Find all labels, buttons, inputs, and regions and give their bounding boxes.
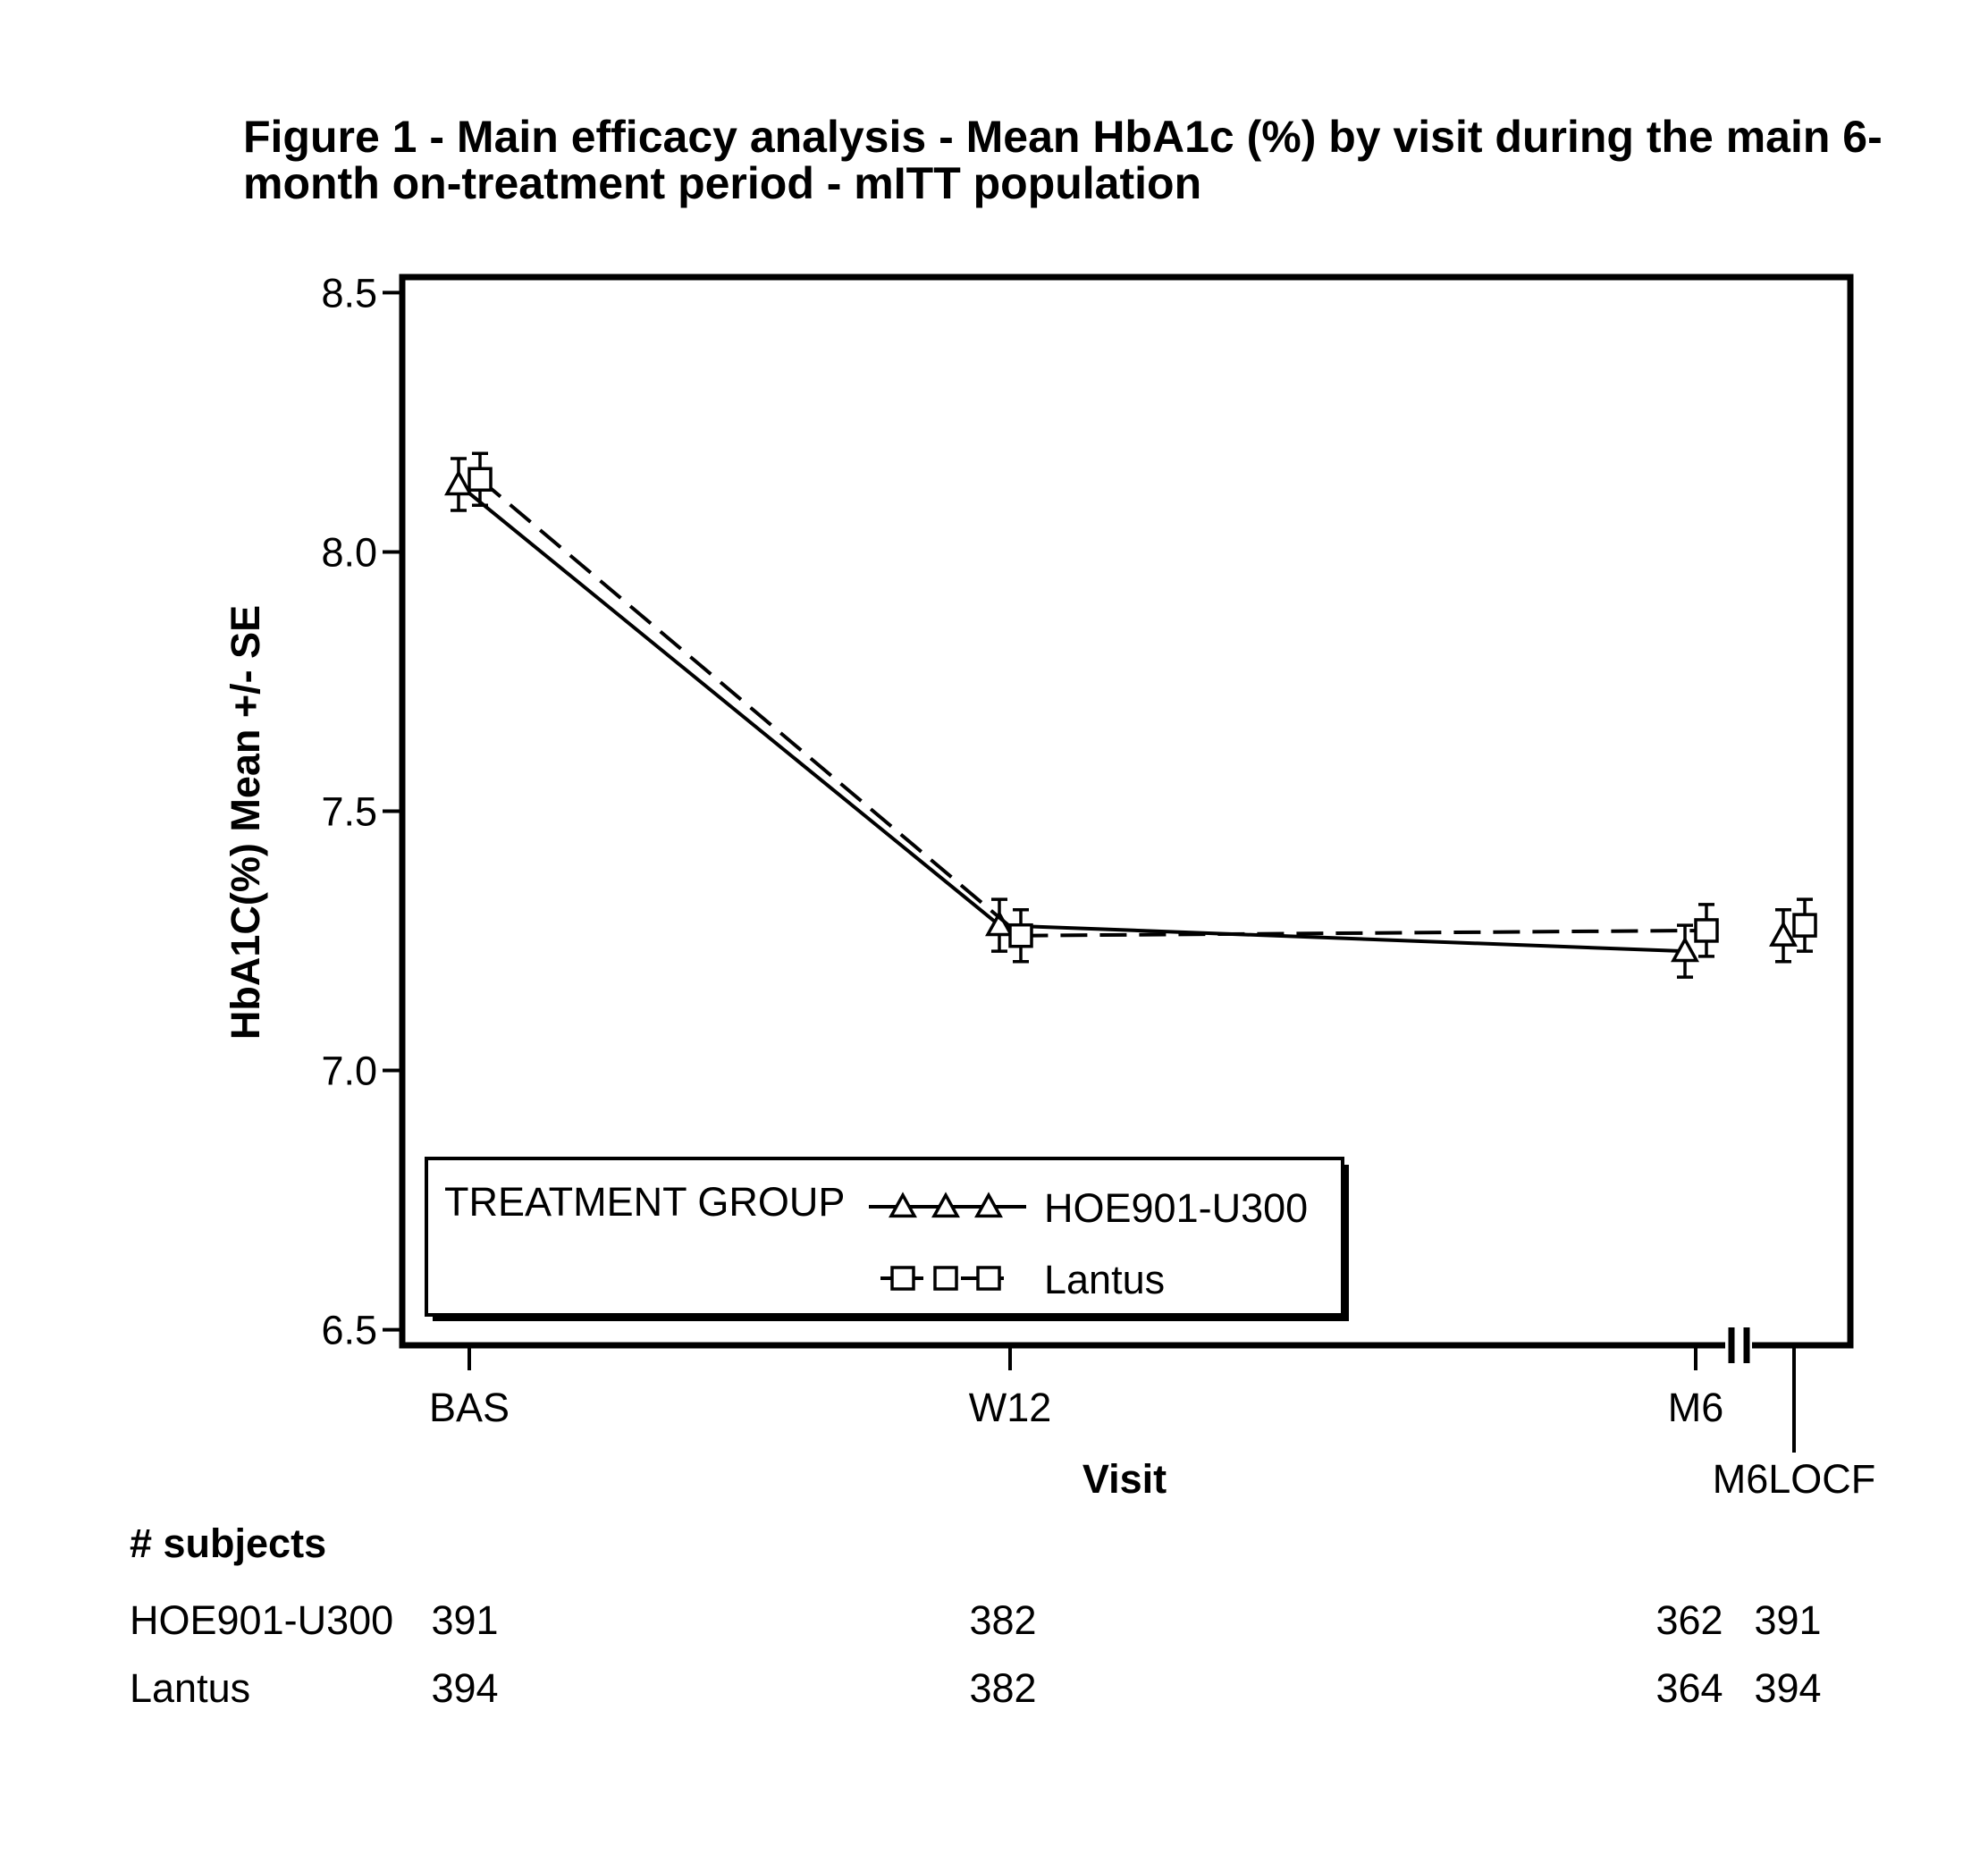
data-point bbox=[1772, 924, 1795, 945]
series-lantus bbox=[469, 453, 1815, 961]
subjects-count: 394 bbox=[431, 1665, 498, 1711]
y-tick-label: 7.5 bbox=[321, 789, 377, 835]
x-tick-label: BAS bbox=[429, 1385, 510, 1430]
x-tick-label: W12 bbox=[969, 1385, 1052, 1430]
subjects-count: 382 bbox=[969, 1665, 1036, 1711]
data-point bbox=[1794, 914, 1815, 936]
series-line bbox=[459, 484, 1685, 951]
x-axis-label: Visit bbox=[1082, 1456, 1167, 1502]
x-tick-label: M6LOCF bbox=[1713, 1456, 1876, 1502]
subjects-table-heading: # subjects bbox=[130, 1520, 326, 1566]
chart-title-line2: month on-treatment period - mITT populat… bbox=[243, 158, 1201, 208]
series-hoe901-u300 bbox=[447, 459, 1795, 977]
data-point bbox=[447, 473, 470, 493]
legend: TREATMENT GROUP HOE901-U300 Lantus bbox=[426, 1158, 1349, 1321]
chart-title-line1: Figure 1 - Main efficacy analysis - Mean… bbox=[243, 112, 1883, 162]
subjects-row-label: HOE901-U300 bbox=[130, 1597, 393, 1643]
legend-label: Lantus bbox=[1044, 1257, 1165, 1302]
legend-swatch-marker bbox=[978, 1268, 999, 1289]
y-tick-label: 8.0 bbox=[321, 529, 377, 575]
subjects-count: 394 bbox=[1754, 1665, 1821, 1711]
data-point bbox=[469, 468, 491, 490]
x-tick-label: M6 bbox=[1668, 1385, 1724, 1430]
legend-label: HOE901-U300 bbox=[1044, 1185, 1308, 1231]
y-tick-label: 7.0 bbox=[321, 1049, 377, 1094]
series-layer bbox=[447, 453, 1815, 977]
subjects-count: 382 bbox=[969, 1597, 1036, 1643]
legend-swatch-marker bbox=[935, 1268, 956, 1289]
y-tick-label: 8.5 bbox=[321, 270, 377, 316]
legend-title: TREATMENT GROUP bbox=[444, 1179, 845, 1225]
series-line bbox=[480, 479, 1706, 935]
legend-swatch-marker bbox=[892, 1268, 914, 1289]
subjects-count: 362 bbox=[1655, 1597, 1723, 1643]
subjects-count: 364 bbox=[1655, 1665, 1723, 1711]
y-tick-label: 6.5 bbox=[321, 1308, 377, 1353]
y-axis: 6.5 7.0 7.5 8.0 8.5 bbox=[321, 270, 402, 1352]
subjects-count: 391 bbox=[1754, 1597, 1821, 1643]
subjects-count: 391 bbox=[431, 1597, 498, 1643]
subjects-table: HOE901-U300 391 382 362 391 Lantus 394 382 364 39… bbox=[130, 1597, 1822, 1711]
subjects-row-label: Lantus bbox=[130, 1665, 250, 1711]
data-point bbox=[1696, 920, 1717, 941]
y-axis-label: HbA1C(%) Mean +/- SE bbox=[223, 605, 268, 1040]
data-point bbox=[1010, 925, 1032, 947]
